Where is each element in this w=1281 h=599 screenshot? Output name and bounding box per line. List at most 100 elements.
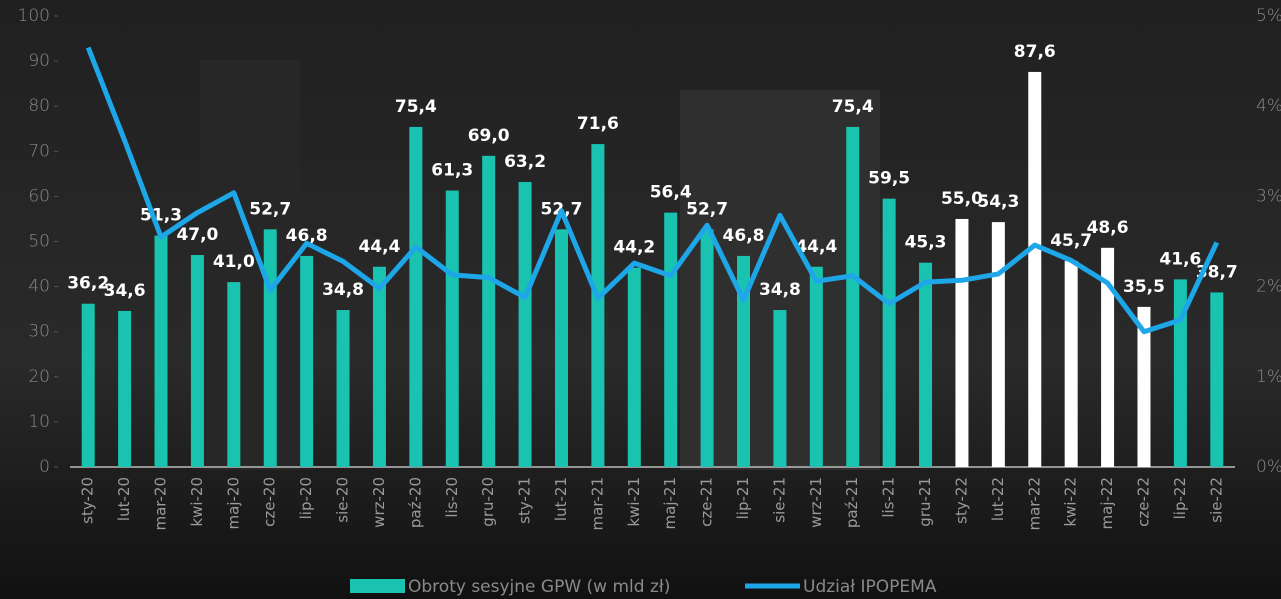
data-label: 51,3 bbox=[140, 206, 182, 226]
x-tick-label: lut-22 bbox=[989, 477, 1007, 521]
legend-label: Udział IPOPEMA bbox=[803, 577, 937, 597]
bar bbox=[1064, 260, 1078, 467]
y-tick-label: 20 bbox=[28, 367, 50, 387]
bar bbox=[1173, 279, 1187, 467]
bar bbox=[1028, 71, 1042, 467]
bar bbox=[263, 229, 277, 467]
bar bbox=[991, 222, 1005, 467]
x-tick-label: lis-21 bbox=[880, 477, 898, 518]
data-label: 44,2 bbox=[613, 238, 655, 258]
bar bbox=[482, 155, 496, 467]
y-tick-label: 100 bbox=[18, 6, 50, 26]
y2-tick-label: 4% bbox=[1256, 96, 1281, 116]
bar bbox=[336, 310, 350, 467]
y-tick-label: 60 bbox=[28, 186, 50, 206]
x-tick-label: wrz-21 bbox=[807, 477, 825, 528]
bar bbox=[955, 218, 969, 467]
data-label: 35,5 bbox=[1123, 277, 1165, 297]
y2-tick-label: 2% bbox=[1256, 277, 1281, 297]
data-label: 34,6 bbox=[104, 281, 146, 301]
x-tick-label: maj-22 bbox=[1098, 477, 1116, 529]
data-label: 52,7 bbox=[249, 199, 291, 219]
data-label: 75,4 bbox=[395, 97, 437, 117]
y-tick-label: 30 bbox=[28, 322, 50, 342]
data-label: 69,0 bbox=[468, 126, 510, 146]
data-label: 61,3 bbox=[431, 161, 473, 181]
legend-swatch bbox=[350, 579, 405, 593]
bar bbox=[737, 255, 751, 467]
y2-tick-label: 5% bbox=[1256, 6, 1281, 26]
data-label: 45,7 bbox=[1050, 231, 1092, 251]
x-tick-label: sie-20 bbox=[334, 477, 352, 523]
x-tick-label: lut-20 bbox=[115, 477, 133, 521]
data-label: 59,5 bbox=[868, 169, 910, 189]
bar bbox=[809, 266, 823, 467]
bar bbox=[445, 190, 459, 468]
background-building bbox=[200, 60, 300, 470]
y-tick-label: 50 bbox=[28, 232, 50, 252]
x-tick-label: kwi-20 bbox=[188, 477, 206, 527]
data-label: 36,2 bbox=[67, 274, 109, 294]
data-label: 54,3 bbox=[977, 192, 1019, 212]
bar bbox=[591, 144, 605, 468]
bar bbox=[700, 229, 714, 467]
y-tick-label: 90 bbox=[28, 51, 50, 71]
x-tick-label: lip-21 bbox=[734, 477, 752, 519]
bar bbox=[1210, 292, 1224, 467]
bar bbox=[118, 310, 132, 467]
y-tick-label: 40 bbox=[28, 277, 50, 297]
x-tick-label: cze-22 bbox=[1134, 477, 1152, 527]
data-label: 41,6 bbox=[1159, 249, 1201, 269]
bar bbox=[300, 255, 314, 467]
bar bbox=[554, 229, 568, 467]
bar bbox=[1101, 247, 1115, 467]
data-label: 45,3 bbox=[905, 233, 947, 253]
legend-label: Obroty sesyjne GPW (w mld zł) bbox=[408, 577, 670, 597]
x-tick-label: sty-22 bbox=[952, 477, 970, 524]
y-tick-label: 70 bbox=[28, 141, 50, 161]
x-tick-label: wrz-20 bbox=[370, 477, 388, 528]
x-tick-label: gru-20 bbox=[479, 477, 497, 527]
x-tick-label: sty-20 bbox=[79, 477, 97, 524]
x-tick-label: kwi-22 bbox=[1062, 477, 1080, 527]
x-tick-label: cze-21 bbox=[698, 477, 716, 527]
bar bbox=[190, 255, 204, 467]
bar bbox=[882, 198, 896, 467]
x-tick-label: sty-21 bbox=[516, 477, 534, 524]
data-label: 44,4 bbox=[358, 237, 400, 257]
data-label: 87,6 bbox=[1014, 42, 1056, 62]
x-tick-label: cze-20 bbox=[261, 477, 279, 527]
data-label: 44,4 bbox=[795, 237, 837, 257]
y2-tick-label: 0% bbox=[1256, 457, 1281, 477]
bar bbox=[773, 310, 787, 467]
bar bbox=[154, 235, 168, 467]
y-tick-label: 0 bbox=[39, 457, 50, 477]
x-tick-label: sie-21 bbox=[770, 477, 788, 523]
data-label: 34,8 bbox=[759, 280, 801, 300]
bar bbox=[664, 212, 678, 467]
data-label: 56,4 bbox=[650, 183, 692, 203]
x-tick-label: maj-21 bbox=[661, 477, 679, 529]
data-label: 55,0 bbox=[941, 189, 983, 209]
x-tick-label: maj-20 bbox=[224, 477, 242, 529]
line bbox=[85, 46, 1220, 335]
data-label: 52,7 bbox=[686, 199, 728, 219]
x-tick-label: mar-20 bbox=[152, 477, 170, 531]
x-tick-label: sie-22 bbox=[1207, 477, 1225, 523]
data-label: 71,6 bbox=[577, 114, 619, 134]
data-label: 63,2 bbox=[504, 152, 546, 172]
x-tick-label: lis-20 bbox=[443, 477, 461, 518]
x-tick-label: lip-22 bbox=[1171, 477, 1189, 519]
data-label: 34,8 bbox=[322, 280, 364, 300]
x-tick-label: mar-22 bbox=[1025, 477, 1043, 531]
x-tick-label: mar-21 bbox=[588, 477, 606, 531]
x-tick-label: paź-21 bbox=[843, 477, 861, 528]
bar bbox=[919, 262, 933, 467]
bar bbox=[627, 267, 641, 467]
bar bbox=[81, 303, 95, 467]
y-tick-label: 10 bbox=[28, 412, 50, 432]
bar bbox=[846, 126, 860, 468]
data-label: 41,0 bbox=[213, 252, 255, 272]
y2-tick-label: 3% bbox=[1256, 186, 1281, 206]
